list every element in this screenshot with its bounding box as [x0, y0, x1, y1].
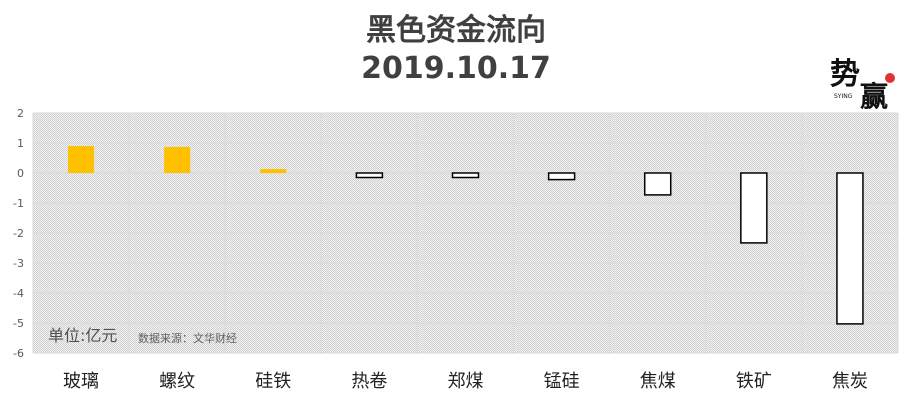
x-tick-label: 焦炭 — [832, 371, 868, 392]
x-tick-label: 热卷 — [351, 371, 387, 392]
x-tick-label: 锰硅 — [544, 371, 580, 392]
y-tick-label: -5 — [13, 317, 24, 330]
y-tick-label: -4 — [13, 287, 24, 300]
bar-焦煤 — [643, 172, 672, 196]
bar-玻璃 — [68, 146, 95, 173]
svg-text:SYING: SYING — [834, 93, 853, 100]
x-tick-label: 玻璃 — [63, 371, 99, 392]
bar-螺纹 — [164, 146, 191, 173]
y-tick-label: 0 — [17, 167, 24, 180]
bar-热卷 — [355, 172, 384, 179]
title-line-1: 黑色资金流向 — [366, 13, 546, 48]
y-tick-label: -1 — [13, 197, 24, 210]
bar-硅铁 — [260, 169, 287, 173]
title-line-2: 2019.10.17 — [361, 51, 551, 86]
x-tick-label: 郑煤 — [448, 371, 484, 392]
x-tick-label: 硅铁 — [255, 371, 291, 392]
svg-text:赢: 赢 — [860, 80, 888, 110]
chart-title: 黑色资金流向 2019.10.17 — [0, 12, 912, 88]
y-tick-label: -6 — [13, 347, 24, 360]
bar-焦炭 — [836, 172, 864, 325]
x-tick-label: 铁矿 — [736, 371, 772, 392]
x-tick-label: 焦煤 — [640, 371, 676, 392]
y-tick-label: 2 — [17, 107, 24, 120]
bar-铁矿 — [740, 172, 768, 244]
x-tick-label: 螺纹 — [159, 371, 195, 392]
svg-text:势: 势 — [830, 57, 860, 92]
unit-label: 单位:亿元 — [48, 326, 118, 345]
brand-logo: 势 赢 SYING — [830, 57, 895, 110]
bar-锰硅 — [547, 172, 576, 181]
y-tick-label: -2 — [13, 227, 24, 240]
y-tick-label: -3 — [13, 257, 24, 270]
source-label: 数据来源：文华财经 — [138, 332, 237, 345]
y-tick-label: 1 — [17, 137, 24, 150]
bar-郑煤 — [451, 172, 480, 179]
